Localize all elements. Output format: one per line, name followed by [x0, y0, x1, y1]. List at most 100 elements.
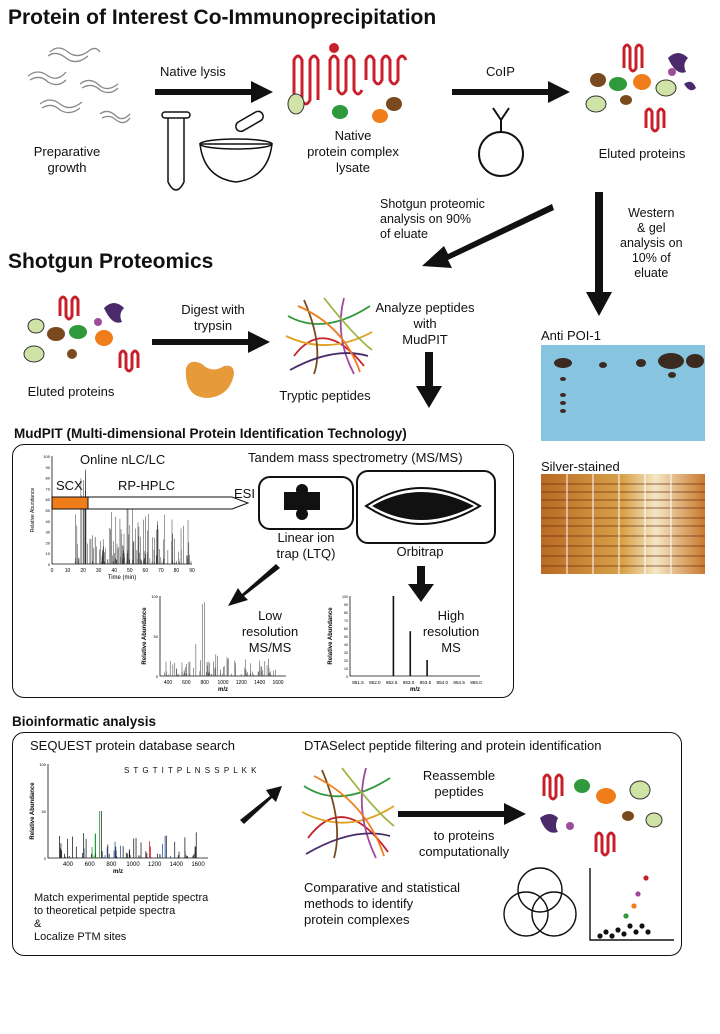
preparative-label: Preparative growth: [33, 144, 101, 175]
sequest-y-tick: 50: [42, 809, 47, 814]
high-x-tick: 851.5: [352, 680, 364, 685]
scx-label: SCX: [56, 478, 83, 493]
low-x-label: m/z: [218, 687, 228, 693]
low-y-tick: 0: [156, 674, 159, 679]
mudpit-title: MudPIT (Multi-dimensional Protein Identi…: [14, 426, 407, 441]
tandem-label: Tandem mass spectrometry (MS/MS): [248, 450, 463, 465]
bioinf-title: Bioinformatic analysis: [12, 714, 157, 729]
to-proteins-label: to proteins computationally: [418, 828, 510, 859]
trypsin-icon: [185, 361, 234, 398]
chrom-y-tick: 0: [48, 562, 51, 567]
chrom-y-tick: 60: [46, 497, 51, 502]
sequest-label: SEQUEST protein database search: [30, 738, 235, 753]
orbitrap-icon: [364, 487, 482, 525]
chrom-y-tick: 40: [46, 519, 51, 524]
chrom-x-tick: 70: [158, 568, 164, 574]
shotgun-analysis-label: Shotgun proteomic analysis on 90% of elu…: [380, 197, 485, 241]
western-label: Western & gel analysis on 10% of eluate: [620, 206, 683, 280]
high-x-label: m/z: [410, 687, 420, 693]
low-x-tick: 800: [200, 680, 209, 686]
chrom-x-tick: 50: [127, 568, 133, 574]
rphplc-label: RP-HPLC: [118, 478, 176, 493]
low-x-tick: 400: [164, 680, 173, 686]
silver-label: Silver-stained: [541, 459, 620, 474]
high-x-tick: 853.0: [403, 680, 415, 685]
high-label: High resolution MS: [422, 608, 480, 655]
sequest-x-tick: 1600: [191, 862, 205, 868]
anti-poi-label: Anti POI-1: [541, 328, 601, 343]
assembled-proteins-icon: [540, 773, 663, 857]
high-y-tick: 10: [344, 667, 348, 671]
high-x-tick: 853.5: [420, 680, 432, 685]
low-resolution-spectrum: 400 600 800 1000 1200 1400 1600 m/z 0 50 100 Relati…: [142, 594, 286, 693]
online-label: Online nLC/LC: [80, 452, 166, 467]
western-arrow: [586, 192, 612, 316]
chrom-y-tick: 90: [46, 465, 51, 470]
ion-trap-icon: [284, 484, 320, 520]
sequest-x-tick: 800: [106, 862, 117, 868]
native-lysis-arrow: [155, 81, 273, 103]
low-y-label: Relative Abundance: [142, 607, 148, 665]
high-y-label: Relative Abundance: [328, 607, 334, 665]
low-x-tick: 1200: [236, 680, 247, 686]
chrom-x-tick: 0: [51, 568, 54, 574]
high-x-tick: 854.0: [437, 680, 449, 685]
sequest-y-label: Relative Abundance: [30, 782, 36, 840]
chrom-y-tick: 30: [46, 530, 51, 535]
chrom-y-tick: 50: [46, 508, 51, 513]
silver-gel-image: [541, 474, 705, 574]
sequest-axes: [47, 764, 208, 859]
analyze-label: Analyze peptides with MudPIT: [375, 300, 475, 347]
dtaselect-label: DTASelect peptide filtering and protein …: [304, 738, 602, 753]
chrom-x-label: Time (min): [108, 575, 136, 581]
sequest-y-tick: 100: [39, 762, 46, 767]
scatter-plot-icon: [589, 868, 674, 941]
mortar-pestle-icon: [199, 110, 273, 183]
low-x-tick: 1600: [272, 680, 283, 686]
digest-label: Digest with trypsin: [181, 302, 245, 333]
mudpit-box: [12, 444, 514, 698]
sequest-x-tick: 600: [85, 862, 96, 868]
high-x-tick: 852.0: [369, 680, 381, 685]
sequest-x-tick: 1000: [126, 862, 140, 868]
bioinf-arrow: [240, 786, 282, 824]
chrom-x-tick: 80: [174, 568, 180, 574]
reassemble-label: Reassemble peptides: [422, 768, 496, 799]
high-y-tick: 60: [344, 627, 348, 631]
chrom-y-tick: 100: [43, 454, 50, 459]
lysate-label: Native protein complex lysate: [307, 128, 399, 175]
chrom-x-tick: 20: [80, 568, 86, 574]
orbitrap-box: [356, 470, 496, 544]
main-title: Protein of Interest Co-Immunoprecipitati…: [8, 6, 437, 29]
chrom-x-tick: 90: [189, 568, 195, 574]
protein-complex-icon: [287, 43, 408, 123]
reassemble-arrow: [398, 803, 526, 825]
chrom-y-tick: 10: [46, 551, 51, 556]
digest-arrow: [152, 331, 270, 353]
high-y-tick: 100: [342, 595, 348, 599]
high-y-tick: 80: [344, 611, 348, 615]
native-lysis-label: Native lysis: [160, 64, 226, 79]
high-y-tick: 70: [344, 619, 348, 623]
low-y-tick: 50: [154, 634, 159, 639]
sequest-x-tick: 400: [63, 862, 74, 868]
shotgun-title: Shotgun Proteomics: [8, 250, 214, 273]
tryptic-peptides-icon: [285, 297, 373, 375]
sequest-spectrum: 400 600 800 1000 1200 1400 1600 m/z 0 50 100 Relati…: [30, 762, 208, 875]
chrom-x-tick: 40: [111, 568, 117, 574]
match-label: Match experimental peptide spectra to th…: [34, 892, 209, 943]
high-x-tick: 852.5: [386, 680, 398, 685]
venn-diagram-icon: [503, 867, 577, 937]
low-y-tick: 100: [151, 594, 158, 599]
chromatogram: 0 10 20 30 40 50 60 70 80 90 Time (min) 0 10 20 30 40 50…: [30, 454, 195, 581]
chrom-y-tick: 20: [46, 540, 51, 545]
low-label: Low resolution MS/MS: [241, 608, 299, 655]
ltq-box: [258, 476, 354, 530]
bioinf-box: [12, 732, 682, 956]
eluted-shotgun-label: Eluted proteins: [27, 384, 115, 399]
tryptic-label: Tryptic peptides: [279, 388, 371, 403]
high-x-tick: 855.0: [470, 680, 482, 685]
high-y-tick: 40: [344, 643, 348, 647]
sequest-x-tick: 1400: [170, 862, 184, 868]
column-icon: [51, 496, 250, 510]
